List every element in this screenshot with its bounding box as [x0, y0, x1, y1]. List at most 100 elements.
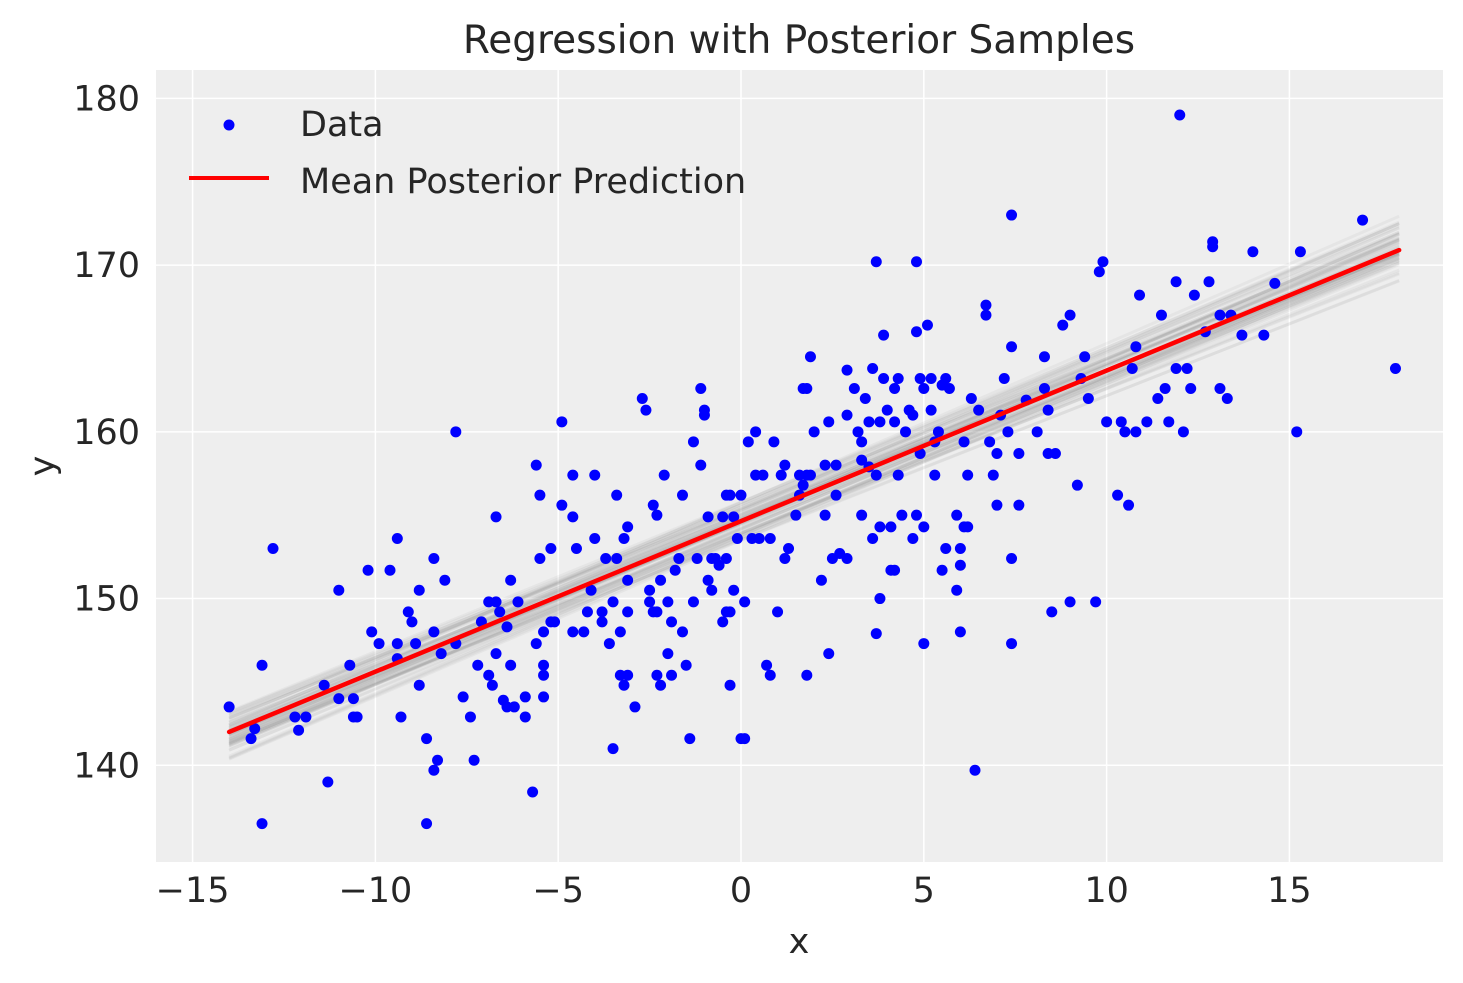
data-point: [695, 459, 707, 471]
data-point: [1006, 638, 1018, 650]
data-point: [980, 299, 992, 311]
data-point: [1013, 447, 1025, 459]
data-point: [1177, 426, 1189, 438]
data-point: [951, 509, 963, 521]
data-point: [1134, 289, 1146, 301]
data-point: [706, 584, 718, 596]
data-point: [618, 679, 630, 691]
data-point: [1006, 341, 1018, 353]
data-point: [223, 701, 235, 713]
data-point: [1057, 319, 1069, 331]
data-point: [987, 469, 999, 481]
data-point: [929, 469, 941, 481]
plot-area: [156, 70, 1443, 862]
data-point: [962, 469, 974, 481]
data-point: [1174, 109, 1186, 121]
x-tick-label: −15: [156, 871, 230, 911]
data-point: [717, 511, 729, 523]
data-point: [870, 628, 882, 640]
data-point: [644, 596, 656, 608]
data-point: [1258, 329, 1270, 341]
data-point: [245, 733, 257, 745]
data-point: [519, 691, 531, 703]
data-point: [874, 593, 886, 605]
data-point: [801, 669, 813, 681]
data-point: [1079, 351, 1091, 363]
legend: Data Mean Posterior Prediction: [189, 105, 746, 202]
data-point: [428, 764, 440, 776]
data-point: [720, 553, 732, 565]
data-point: [351, 711, 363, 723]
data-point: [1221, 392, 1233, 404]
posterior-sample-line: [228, 254, 1400, 748]
data-point: [1152, 392, 1164, 404]
data-point: [892, 372, 904, 384]
data-point: [911, 509, 922, 521]
data-point: [1170, 276, 1182, 288]
data-point: [724, 606, 736, 618]
data-point: [907, 533, 919, 545]
data-point: [519, 711, 531, 723]
data-point: [1291, 426, 1303, 438]
data-point: [410, 638, 422, 650]
data-point: [655, 574, 667, 586]
data-point: [867, 533, 879, 545]
data-point: [651, 509, 663, 521]
data-point: [936, 564, 948, 576]
data-point: [954, 626, 966, 638]
data-point: [867, 362, 879, 374]
data-point: [1046, 606, 1058, 618]
data-point: [841, 364, 853, 376]
data-point: [878, 372, 890, 384]
data-point: [775, 469, 787, 481]
data-point: [549, 616, 561, 628]
posterior-sample-line: [228, 256, 1400, 741]
data-point: [413, 679, 425, 691]
data-point: [750, 426, 762, 438]
legend-data-marker: [223, 119, 235, 131]
data-point: [662, 596, 674, 608]
data-point: [256, 818, 268, 830]
data-point: [1181, 362, 1193, 374]
data-point: [611, 553, 623, 565]
data-point: [622, 606, 634, 618]
data-point: [581, 606, 593, 618]
data-point: [534, 489, 546, 501]
data-point: [889, 382, 901, 394]
data-point: [874, 416, 886, 428]
data-point: [505, 659, 517, 671]
data-point: [702, 511, 714, 523]
data-point: [490, 648, 502, 660]
data-point: [395, 711, 407, 723]
data-points-layer: [223, 109, 1401, 830]
data-point: [969, 764, 981, 776]
data-point: [596, 616, 608, 628]
data-point: [256, 659, 268, 671]
data-point: [1097, 256, 1109, 268]
data-point: [914, 372, 926, 384]
posterior-sample-line: [228, 279, 1400, 742]
data-point: [432, 754, 444, 766]
data-point: [629, 701, 641, 713]
posterior-sample-line: [228, 242, 1400, 727]
data-point: [505, 574, 517, 586]
posterior-sample-line: [228, 278, 1400, 744]
data-point: [973, 404, 985, 416]
data-point: [318, 679, 330, 691]
data-point: [852, 426, 864, 438]
data-point: [815, 574, 827, 586]
data-point: [1130, 426, 1142, 438]
data-point: [512, 596, 524, 608]
data-point: [362, 564, 374, 576]
data-point: [596, 606, 608, 618]
data-point: [640, 404, 652, 416]
data-point: [698, 404, 710, 416]
data-point: [534, 553, 546, 565]
y-tick-label: 140: [73, 746, 140, 786]
data-point: [790, 509, 802, 521]
data-point: [911, 326, 922, 338]
data-point: [1214, 309, 1226, 321]
data-point: [830, 459, 842, 471]
